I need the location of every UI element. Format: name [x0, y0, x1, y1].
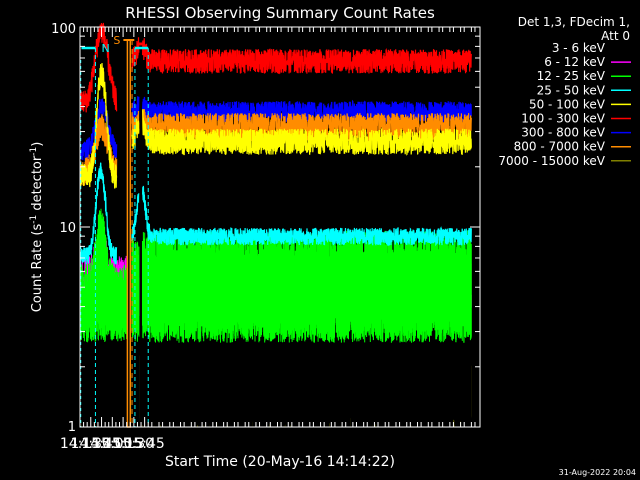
y-axis-label-superscript: -1 [29, 215, 39, 224]
x-tick-label: 14:45 [81, 436, 121, 452]
x-tick-labels: 14:15 14:30 14:45 15:00 15:15 15:30 15:4… [60, 436, 165, 452]
y-axis-label-superscript: -1 [29, 147, 39, 156]
x-tick-label: 14:15 [60, 436, 100, 452]
legend-label: 3 - 6 keV [552, 41, 606, 55]
x-axis-label: Start Time (20-May-16 14:14:22) [165, 454, 395, 470]
ticks-layer [79, 26, 480, 428]
chart-title: RHESSI Observing Summary Count Rates [125, 4, 435, 22]
legend-label: 6 - 12 keV [544, 55, 606, 69]
y-tick-labels: 1 10 100 [51, 22, 76, 435]
y-axis-label: Count Rate (s-1 detector-1) [29, 142, 45, 313]
saa-flag-label: S [113, 34, 120, 47]
y-axis-label-part: Count Rate (s [30, 224, 45, 313]
legend-label: 100 - 300 keV [521, 112, 605, 126]
series-300-800-kev [79, 96, 472, 161]
flags-layer: NS [80, 34, 149, 428]
legend-label: 300 - 800 keV [521, 126, 605, 140]
legend-header-line: Att 0 [601, 29, 630, 43]
legend-label: 800 - 7000 keV [514, 140, 606, 154]
x-tick-label: 15:15 [103, 436, 143, 452]
date-stamp: 31-Aug-2022 20:04 [559, 468, 636, 477]
x-tick-label: 15:30 [114, 436, 154, 452]
legend-label: 7000 - 15000 keV [498, 154, 605, 168]
y-axis-label-part: detector [30, 155, 45, 215]
legend-label: 12 - 25 keV [537, 69, 606, 83]
legend-header-line: Det 1,3, FDecim 1, [518, 15, 630, 29]
legend-label: 50 - 100 keV [529, 97, 606, 111]
x-tick-label: 15:45 [124, 436, 164, 452]
legend-label: 25 - 50 keV [537, 83, 606, 97]
y-axis-label-part: ) [30, 142, 45, 147]
x-tick-label: 14:30 [71, 436, 111, 452]
x-tick-label: 15:00 [92, 436, 132, 452]
series-layer [79, 22, 472, 427]
y-tick-label: 10 [59, 221, 76, 236]
series-50-100-kev [79, 62, 472, 190]
y-tick-label: 1 [68, 420, 76, 435]
night-flag-label: N [101, 42, 109, 55]
y-tick-label: 100 [51, 22, 76, 37]
